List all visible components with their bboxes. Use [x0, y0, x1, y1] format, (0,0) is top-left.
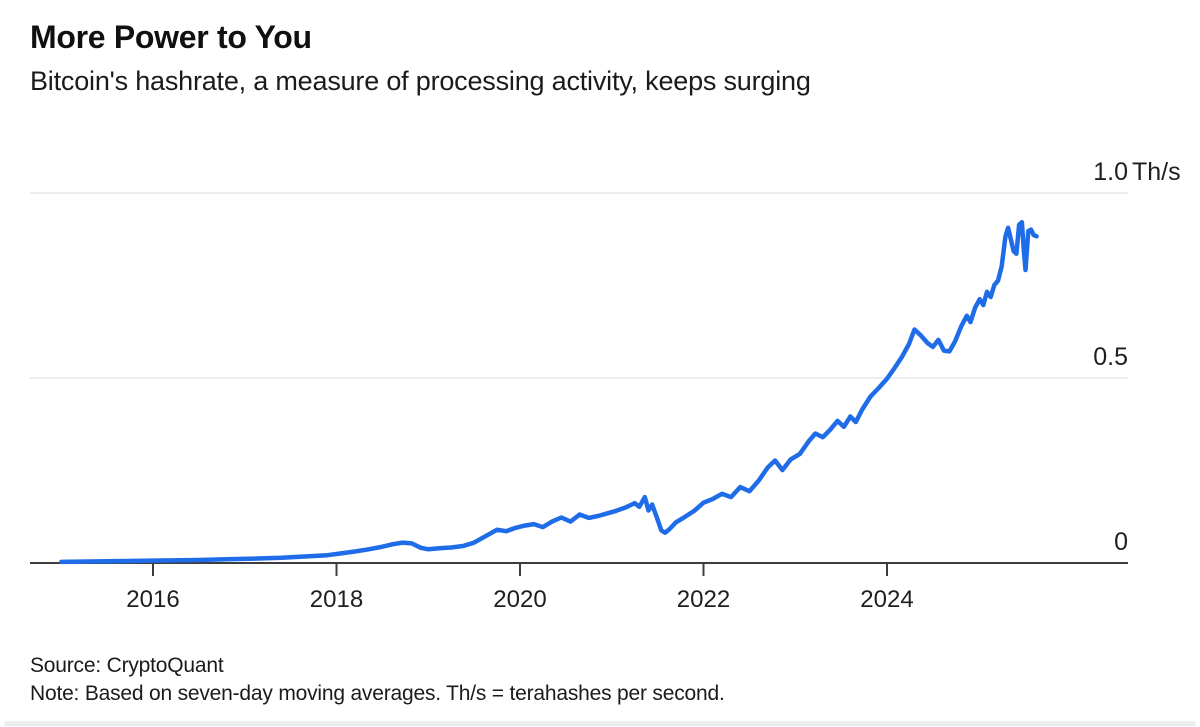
chart-source: Source: CryptoQuant — [30, 654, 224, 677]
x-axis-label-2018: 2018 — [310, 586, 363, 613]
x-axis-label-2016: 2016 — [126, 586, 179, 613]
y-axis-label-1.0: 1.0 — [1093, 158, 1128, 186]
y-axis-unit-label: Th/s — [1132, 158, 1181, 186]
y-axis-label-0.5: 0.5 — [1093, 343, 1128, 371]
chart-subtitle: Bitcoin's hashrate, a measure of process… — [30, 66, 811, 96]
hashrate-line — [59, 219, 1039, 565]
x-axis-label-2024: 2024 — [860, 586, 913, 613]
horizontal-scrollbar[interactable] — [4, 721, 1196, 726]
chart-header: More Power to You Bitcoin's hashrate, a … — [30, 18, 1170, 97]
chart-title: More Power to You — [30, 19, 312, 55]
chart-footer: Source: CryptoQuant Note: Based on seven… — [30, 652, 1170, 708]
x-axis-label-2020: 2020 — [493, 586, 546, 613]
hashrate-line-chart: 0 0.5 1.0 Th/s 2016 2018 2020 2022 2024 — [30, 158, 1181, 613]
y-axis-label-0: 0 — [1114, 528, 1128, 556]
chart-note: Note: Based on seven-day moving averages… — [30, 682, 725, 705]
x-axis-label-2022: 2022 — [677, 586, 730, 613]
